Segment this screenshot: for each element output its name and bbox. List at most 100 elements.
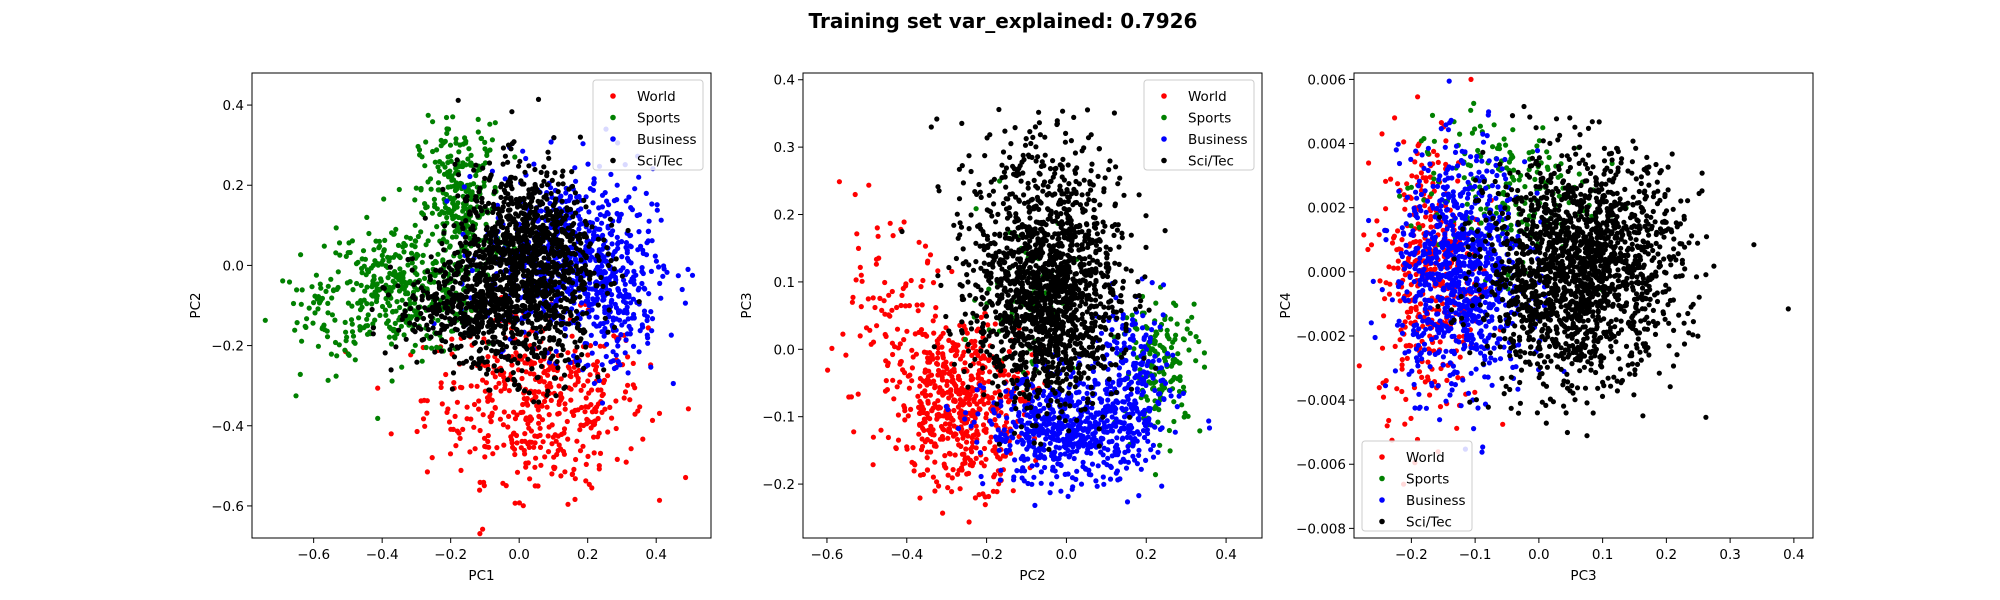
scatter-point (909, 365, 916, 371)
scatter-point (568, 312, 574, 319)
scatter-point (544, 404, 550, 410)
scatter-point (492, 404, 498, 411)
scatter-point (973, 423, 979, 429)
scatter-point (353, 261, 360, 267)
scatter-point (408, 250, 415, 256)
x-tick-label: 0.2 (577, 547, 598, 563)
scatter-point (886, 292, 892, 298)
scatter-point (379, 303, 386, 310)
scatter-point (411, 300, 418, 306)
scatter-point (545, 433, 551, 439)
scatter-point (432, 349, 438, 355)
scatter-point (382, 237, 388, 243)
scatter-point (418, 285, 424, 291)
scatter-point (857, 264, 863, 270)
scatter-point (890, 377, 896, 383)
scatter-point (685, 406, 692, 412)
scatter-point (534, 352, 540, 358)
scatter-point (998, 399, 1004, 405)
scatter-point (552, 282, 558, 288)
scatter-point (421, 336, 427, 342)
scatter-point (447, 259, 453, 265)
scatter-point (469, 304, 475, 310)
scatter-point (1153, 329, 1159, 335)
scatter-point (413, 185, 419, 191)
scatter-point (482, 277, 488, 283)
scatter-point (328, 351, 334, 357)
scatter-point (513, 277, 519, 283)
scatter-point (523, 464, 529, 470)
scatter-point (920, 420, 926, 426)
scatter-point (507, 309, 513, 315)
scatter-point (592, 367, 599, 373)
scatter-point (535, 403, 542, 409)
scatter-point (415, 143, 421, 150)
scatter-point (501, 374, 507, 380)
scatter-point (930, 280, 937, 286)
scatter-point (1141, 434, 1148, 441)
scatter-point (636, 299, 642, 305)
scatter-point (470, 361, 477, 367)
scatter-point (499, 181, 505, 187)
scatter-point (541, 178, 547, 184)
scatter-point (493, 384, 499, 390)
scatter-point (531, 284, 537, 290)
scatter-point (1201, 364, 1208, 370)
scatter-point (623, 459, 629, 465)
scatter-point (564, 418, 570, 425)
scatter-point (1173, 332, 1179, 338)
scatter-point (386, 334, 392, 340)
scatter-point (472, 340, 478, 346)
scatter-point (966, 400, 972, 406)
scatter-point (533, 455, 539, 461)
scatter-point (532, 166, 538, 173)
scatter-point (1094, 483, 1100, 489)
scatter-point (514, 469, 521, 475)
scatter-point (390, 309, 396, 315)
scatter-point (492, 184, 498, 191)
scatter-point (881, 298, 887, 304)
scatter-point (890, 233, 896, 239)
scatter-point (324, 334, 331, 340)
scatter-point (547, 337, 553, 343)
scatter-point (425, 307, 432, 313)
scatter-point (439, 240, 445, 247)
scatter-point (461, 248, 467, 254)
scatter-point (459, 385, 465, 391)
scatter-point (506, 388, 512, 394)
scatter-point (495, 317, 501, 323)
scatter-point (836, 179, 843, 185)
scatter-point (520, 409, 526, 415)
scatter-point (538, 199, 544, 205)
scatter-point (952, 431, 958, 437)
scatter-point (517, 353, 523, 359)
scatter-point (445, 126, 452, 132)
scatter-point (511, 430, 517, 436)
scatter-point (597, 212, 604, 218)
scatter-point (599, 192, 606, 198)
scatter-point (904, 446, 910, 452)
scatter-point (481, 330, 487, 336)
scatter-point (489, 293, 495, 299)
scatter-point (627, 233, 633, 239)
scatter-point (447, 142, 454, 148)
scatter-point (491, 246, 497, 252)
scatter-point (563, 190, 569, 196)
scatter-point (403, 301, 409, 307)
scatter-point (996, 434, 1002, 440)
scatter-point (935, 268, 941, 274)
scatter-point (389, 230, 395, 236)
scatter-point (442, 339, 449, 345)
scatter-point (520, 216, 526, 223)
scatter-point (992, 390, 998, 396)
scatter-point (493, 276, 499, 282)
scatter-point (927, 252, 934, 258)
scatter-point (1105, 455, 1111, 461)
scatter-point (889, 340, 896, 346)
scatter-point (523, 344, 529, 350)
scatter-point (559, 291, 565, 297)
scatter-point (987, 369, 993, 375)
scatter-point (622, 281, 628, 287)
scatter-point (552, 240, 558, 246)
scatter-point (591, 179, 597, 186)
